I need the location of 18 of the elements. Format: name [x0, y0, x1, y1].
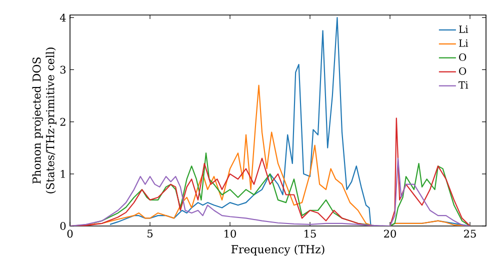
x-tick-label: 25 [464, 230, 476, 238]
legend-label: Li [459, 39, 468, 47]
x-tick-label: 0 [67, 230, 73, 238]
y-tick-label: 1 [60, 170, 65, 178]
y-tick-label: 0 [60, 222, 66, 230]
legend-label: O [459, 53, 466, 61]
x-axis-title: Frequency (THz) [231, 244, 324, 256]
x-tick-label: 10 [224, 230, 236, 238]
y-axis-title: Phonon projected DOS (States/THz·primitive cell) [32, 48, 56, 194]
y-tick-label: 2 [60, 118, 66, 126]
x-tick-label: 5 [148, 230, 153, 238]
y-tick-label: 3 [60, 66, 66, 74]
legend-label: Li [459, 26, 468, 33]
legend-label: Ti [458, 81, 468, 89]
x-tick-label: 20 [384, 230, 396, 238]
legend-label: O [459, 67, 466, 75]
y-tick-label: 4 [60, 14, 66, 22]
x-tick-label: 15 [304, 230, 316, 238]
